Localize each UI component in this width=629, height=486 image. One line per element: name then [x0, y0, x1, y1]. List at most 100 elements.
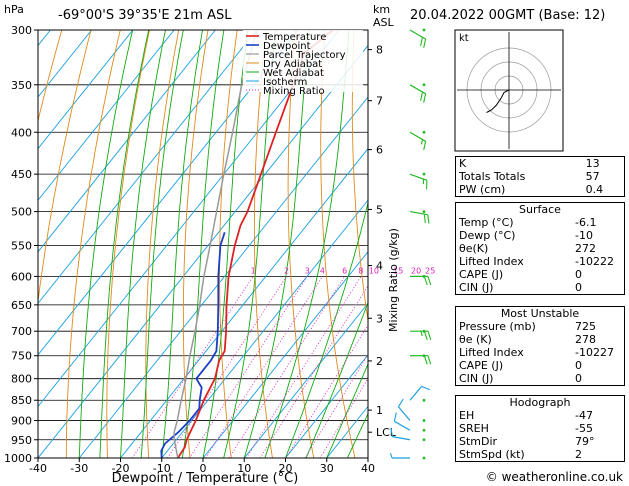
mu-cape-value: 0	[575, 359, 582, 372]
isotherm-line	[38, 30, 299, 356]
isotherm-line	[38, 44, 368, 458]
dry-adiabat-line	[351, 30, 368, 324]
wind-barb	[390, 427, 426, 442]
mixing-ratio-label: 15	[393, 266, 403, 275]
surface-li-label: Lifted Index	[459, 255, 524, 268]
surface-cin-value: 0	[575, 281, 582, 294]
mu-li-value: -10227	[575, 346, 614, 359]
sreh-value: -55	[575, 422, 593, 435]
height-tick-label: 6	[376, 144, 383, 157]
mixing-ratio-line	[228, 276, 345, 458]
mixing-ratio-line	[189, 276, 308, 458]
tt-label: Totals Totals	[459, 170, 526, 183]
surface-cape-value: 0	[575, 268, 582, 281]
pressure-tick-label: 650	[11, 299, 32, 312]
pressure-tick-label: 600	[11, 270, 32, 283]
dry-adiabat-line	[219, 30, 238, 458]
isotherm-line	[38, 30, 340, 408]
wet-adiabat-line	[181, 30, 225, 458]
dry-adiabat-line	[253, 30, 273, 458]
wet-adiabat-line	[99, 30, 150, 458]
mu-cin-label: CIN (J)	[459, 372, 494, 385]
tt-value: 57	[585, 170, 600, 183]
eh-label: EH	[459, 409, 475, 422]
dry-adiabat-line	[145, 30, 180, 458]
wet-adiabat-line	[305, 301, 368, 458]
indices-table-hodograph: Hodograph EH -47 SREH -55 StmDir 79° StmSpd…	[455, 395, 625, 462]
pressure-tick-label: 1000	[4, 452, 32, 465]
background-lines	[0, 30, 368, 458]
wind-barb	[393, 412, 426, 432]
wind-barb	[409, 385, 431, 402]
km-label: km	[373, 3, 390, 16]
surface-dewp-label: Dewp (°C)	[459, 229, 516, 242]
asl-label: ASL	[373, 16, 395, 29]
profile-lines	[160, 30, 334, 458]
legend-dry-adiabat: Dry Adiabat	[263, 59, 322, 70]
wet-adiabat-line	[202, 30, 249, 458]
mixing-ratio-line	[259, 284, 368, 458]
wind-barb	[409, 130, 427, 151]
surface-thetae-value: 272	[575, 242, 596, 255]
mixing-ratio-label: 10	[369, 266, 379, 275]
isotherm-line	[202, 251, 368, 458]
isotherm-line	[161, 199, 368, 458]
location-title: -69°00'S 39°35'E 21m ASL	[58, 8, 232, 23]
wind-barb	[409, 28, 427, 48]
legend-parcel: Parcel Trajectory	[263, 50, 346, 61]
dry-adiabat-line	[106, 30, 150, 458]
wet-adiabat-line	[78, 30, 134, 458]
surface-thetae-label: θe(K)	[459, 242, 489, 255]
surface-temp-label: Temp (°C)	[459, 216, 514, 229]
dry-adiabat-line	[320, 30, 356, 458]
hodograph-title: Hodograph	[509, 396, 571, 409]
dry-adiabat-line	[0, 30, 3, 458]
mu-li-label: Lifted Index	[459, 346, 524, 359]
wet-adiabat-line	[223, 30, 277, 458]
pressure-tick-label: 350	[11, 79, 32, 92]
pressure-tick-label: 500	[11, 206, 32, 219]
hpa-label: hPa	[4, 3, 24, 16]
pw-label: PW (cm)	[459, 183, 506, 196]
hodograph-trace	[486, 89, 510, 113]
dry-adiabat-line	[38, 30, 92, 305]
mu-title: Most Unstable	[500, 307, 580, 320]
temperature-tick-label: -20	[112, 462, 130, 475]
indices-table-surface: Surface Temp (°C) -6.1 Dewp (°C) -10 θe(K)…	[455, 202, 625, 295]
hodograph: kt	[454, 29, 564, 152]
legend: Temperature Dewpoint Parcel Trajectory D…	[243, 30, 363, 97]
pw-value: 0.4	[585, 183, 604, 196]
height-tick-label: 3	[376, 312, 383, 325]
eh-value: -47	[575, 409, 593, 422]
indices-table-most-unstable: Most Unstable Pressure (mb) 725 θe (K) 278…	[455, 306, 625, 386]
isotherm-line	[243, 302, 368, 458]
pressure-tick-label: 850	[11, 394, 32, 407]
height-tick-label: 2	[376, 355, 383, 368]
mixing-ratio-label: 3	[305, 266, 310, 275]
height-tick-label: 1	[376, 404, 383, 417]
wind-barb	[409, 354, 432, 365]
dry-adiabat-line	[65, 30, 121, 458]
temperature-tick-label: 0	[200, 462, 207, 475]
isotherm-line	[285, 354, 368, 458]
wet-adiabat-line	[264, 30, 350, 458]
indices-table-basic: K 13 Totals Totals 57 PW (cm) 0.4	[455, 156, 625, 197]
mu-pressure-value: 725	[575, 320, 596, 333]
pressure-tick-label: 950	[11, 434, 32, 447]
mixing-ratio-line	[285, 324, 368, 458]
mixing-ratio-label: 25	[425, 266, 435, 275]
legend-isotherm: Isotherm	[263, 77, 307, 88]
mixing-ratio-label: 8	[358, 266, 363, 275]
dry-adiabat-line	[287, 30, 315, 458]
wind-barb	[409, 329, 432, 340]
legend-mixing-ratio: Mixing Ratio	[263, 86, 325, 97]
wind-barb	[409, 172, 428, 190]
mixing-ratio-labels: 1 2 3 4 6 8 10 15 20 25	[251, 266, 436, 275]
pressure-tick-label: 400	[11, 126, 32, 139]
wind-barb	[409, 275, 432, 286]
mu-thetae-label: θe (K)	[459, 333, 492, 346]
stmdir-value: 79°	[575, 435, 595, 448]
parcel-line	[173, 30, 258, 458]
wet-adiabat-line	[120, 30, 166, 458]
x-axis-label: Dewpoint / Temperature (°C)	[112, 471, 299, 486]
